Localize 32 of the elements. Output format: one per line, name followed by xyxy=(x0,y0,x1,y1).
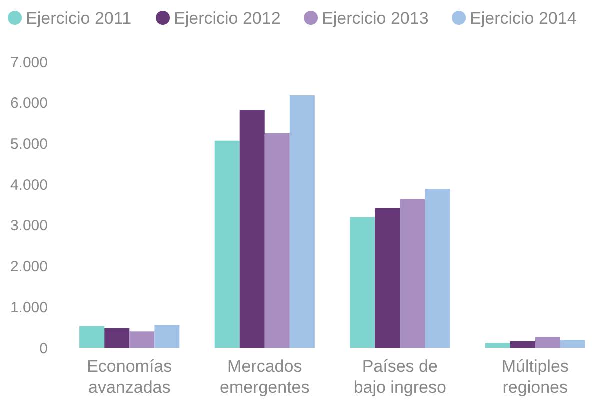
bar xyxy=(485,343,510,348)
legend-label: Ejercicio 2013 xyxy=(322,9,429,28)
bar xyxy=(425,189,450,348)
bar xyxy=(214,140,240,348)
legend-label: Ejercicio 2011 xyxy=(26,9,132,28)
bar xyxy=(104,328,130,348)
bar xyxy=(375,208,400,348)
legend-label: Ejercicio 2012 xyxy=(174,9,281,28)
bar xyxy=(290,96,315,348)
bar xyxy=(510,341,536,348)
bar xyxy=(80,326,105,348)
bar xyxy=(130,332,155,348)
bar xyxy=(154,325,180,348)
x-tick-label: Países de bajo ingreso xyxy=(354,357,446,397)
y-tick-label: 2.000 xyxy=(10,258,48,276)
x-tick-label: Mercados emergentes xyxy=(220,357,310,397)
bar xyxy=(240,110,265,348)
legend-label: Ejercicio 2014 xyxy=(470,9,577,28)
bar xyxy=(560,340,586,348)
bar xyxy=(350,217,376,348)
y-tick-label: 4.000 xyxy=(10,176,48,194)
y-tick-label: 1.000 xyxy=(10,299,48,316)
y-tick-label: 6.000 xyxy=(10,95,48,112)
bar xyxy=(535,337,560,348)
y-tick-label: 7.000 xyxy=(10,54,48,72)
y-tick-label: 3.000 xyxy=(10,218,48,235)
x-tick-label: Múltiples regiones xyxy=(502,357,569,397)
y-tick-label: 0 xyxy=(40,340,48,358)
bar xyxy=(400,199,426,348)
x-tick-label: Economías avanzadas xyxy=(87,357,172,397)
y-tick-label: 5.000 xyxy=(10,136,48,153)
bar xyxy=(264,134,290,348)
